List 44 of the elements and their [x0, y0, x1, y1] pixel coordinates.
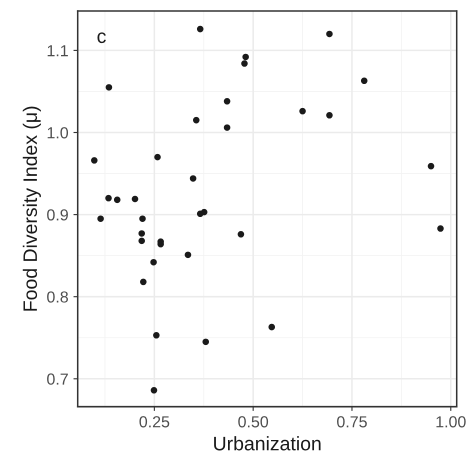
point [138, 238, 145, 244]
point [299, 108, 306, 114]
y-tick-label: 0.9 [47, 209, 68, 221]
x-tick-label: 0.25 [139, 416, 170, 428]
point [268, 324, 275, 330]
y-tick-label: 0.8 [47, 291, 68, 303]
x-tick-label: 1.00 [436, 416, 466, 428]
y-axis-title: Food Diversity Index (μ) [22, 106, 41, 311]
point [190, 175, 196, 182]
point [140, 278, 147, 286]
point [153, 332, 160, 339]
y-tick-label: 1.1 [48, 45, 68, 56]
point [241, 60, 248, 67]
point [326, 30, 333, 38]
point [138, 230, 145, 237]
x-axis-title: Urbanization [214, 436, 321, 450]
point [202, 338, 210, 346]
point [326, 112, 333, 119]
point [360, 78, 368, 84]
point [150, 258, 157, 266]
x-tick-label: 0.50 [238, 416, 268, 428]
point [196, 26, 204, 32]
point [106, 84, 112, 91]
point [193, 116, 200, 124]
x-tick-label: 0.75 [337, 416, 367, 428]
y-tick-label: 1.0 [48, 127, 68, 138]
point [184, 252, 192, 258]
point [224, 124, 230, 131]
point [224, 98, 230, 105]
point [105, 194, 112, 202]
point [437, 225, 444, 232]
point [97, 215, 104, 222]
point [200, 208, 208, 216]
y-tick-label: 0.7 [47, 373, 68, 385]
point [114, 196, 120, 204]
point [91, 157, 98, 164]
point [238, 231, 244, 238]
point [150, 387, 158, 394]
point [242, 54, 249, 60]
point [154, 154, 161, 160]
point [139, 215, 146, 222]
annotation: c [97, 32, 106, 44]
point [428, 162, 434, 170]
point [132, 196, 138, 202]
